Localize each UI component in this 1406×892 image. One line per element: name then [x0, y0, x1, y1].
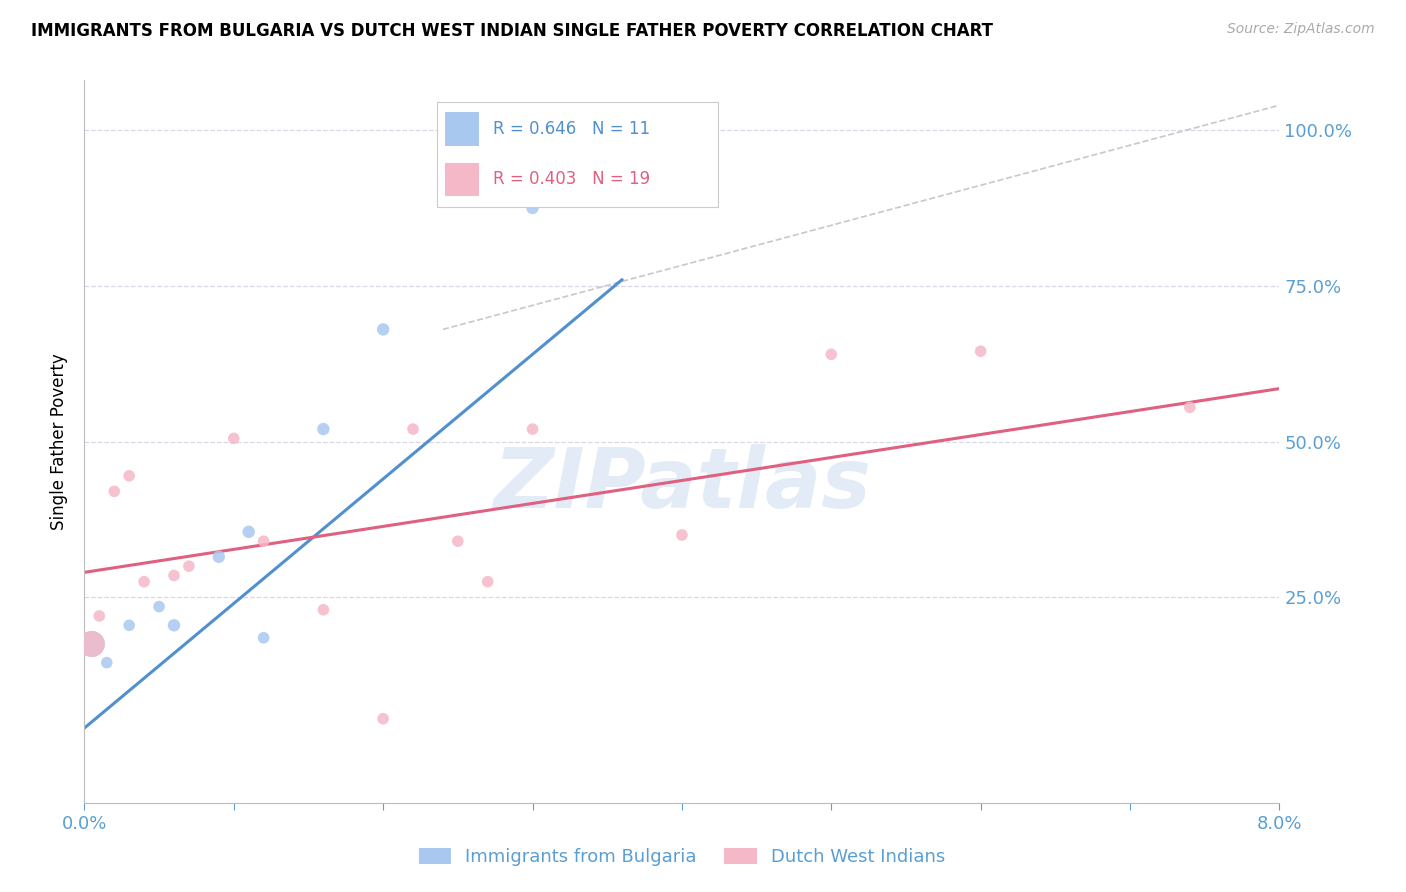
Point	[148, 599, 170, 614]
Point	[477, 574, 499, 589]
Point	[80, 637, 103, 651]
Legend: Immigrants from Bulgaria, Dutch West Indians: Immigrants from Bulgaria, Dutch West Ind…	[412, 840, 952, 873]
Point	[402, 422, 425, 436]
Point	[177, 559, 200, 574]
Point	[522, 201, 544, 215]
Text: IMMIGRANTS FROM BULGARIA VS DUTCH WEST INDIAN SINGLE FATHER POVERTY CORRELATION : IMMIGRANTS FROM BULGARIA VS DUTCH WEST I…	[31, 22, 993, 40]
Point	[132, 574, 156, 589]
Point	[522, 422, 544, 436]
Point	[163, 618, 186, 632]
Point	[80, 637, 103, 651]
Point	[118, 468, 141, 483]
Point	[970, 344, 993, 359]
Point	[373, 712, 395, 726]
Point	[253, 631, 276, 645]
Point	[373, 322, 395, 336]
Point	[820, 347, 842, 361]
Text: ZIPatlas: ZIPatlas	[494, 444, 870, 525]
Point	[253, 534, 276, 549]
Point	[447, 534, 470, 549]
Point	[208, 549, 231, 564]
Point	[96, 656, 118, 670]
Point	[312, 422, 335, 436]
Point	[163, 568, 186, 582]
Point	[1178, 401, 1201, 415]
Point	[238, 524, 260, 539]
Point	[312, 603, 335, 617]
Point	[89, 609, 111, 624]
Point	[222, 432, 245, 446]
Y-axis label: Single Father Poverty: Single Father Poverty	[51, 353, 69, 530]
Point	[671, 528, 693, 542]
Point	[118, 618, 141, 632]
Text: Source: ZipAtlas.com: Source: ZipAtlas.com	[1227, 22, 1375, 37]
Point	[103, 484, 125, 499]
